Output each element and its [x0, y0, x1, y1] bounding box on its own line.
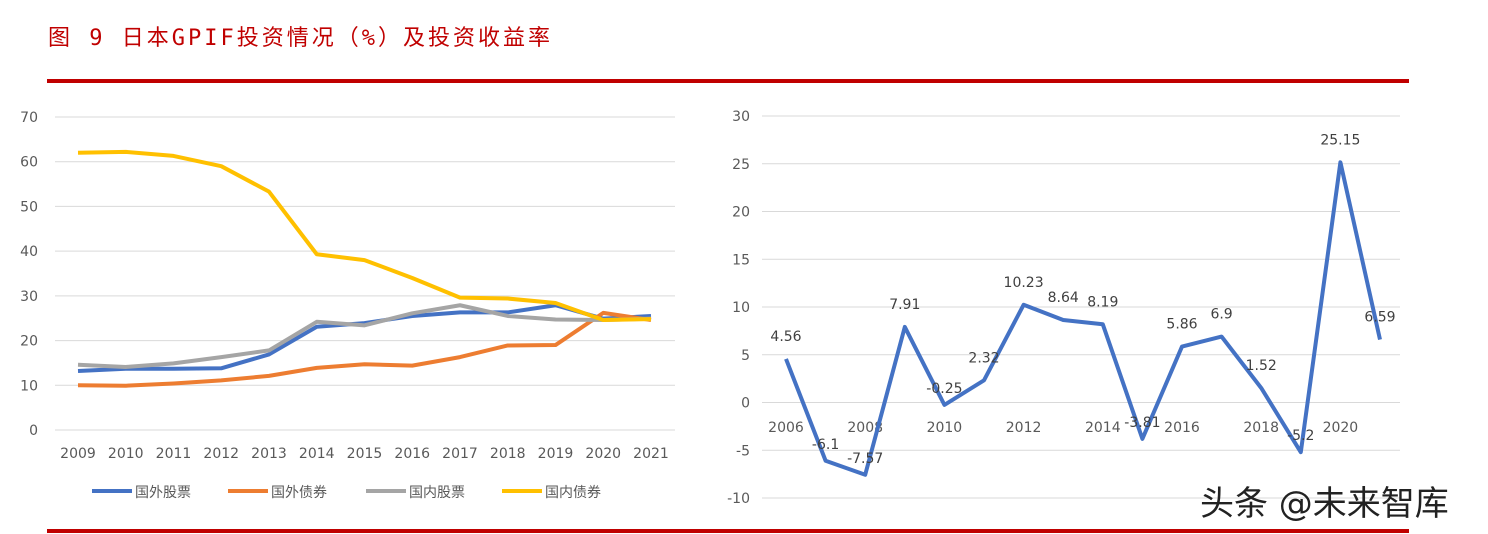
- data-label: 5.86: [1166, 317, 1197, 333]
- x-tick-label: 2021: [633, 446, 669, 462]
- legend-label: 国外债券: [271, 485, 327, 501]
- x-tick-label: 2013: [251, 446, 287, 462]
- x-tick-label: 2020: [585, 446, 621, 462]
- x-tick-label: 2016: [1164, 420, 1200, 436]
- y-tick-label: -10: [727, 491, 750, 507]
- data-label: -0.25: [926, 381, 962, 397]
- x-tick-label: 2020: [1323, 420, 1359, 436]
- series-line-国内债券: [77, 149, 652, 323]
- x-tick-label: 2009: [60, 446, 96, 462]
- data-label: 8.64: [1048, 290, 1079, 306]
- y-tick-label: 10: [20, 378, 38, 394]
- data-label: -7.57: [847, 451, 883, 467]
- top-divider: [47, 79, 1409, 83]
- series-line-国外股票: [77, 303, 652, 373]
- data-label: 6.9: [1210, 307, 1232, 323]
- data-label: 2.32: [968, 350, 999, 366]
- x-tick-label: 2008: [847, 420, 883, 436]
- data-label: 6.59: [1364, 310, 1395, 326]
- x-tick-label: 2006: [768, 420, 804, 436]
- y-tick-label: 15: [732, 252, 750, 268]
- legend-label: 国外股票: [135, 485, 191, 501]
- x-tick-label: 2012: [203, 446, 239, 462]
- data-label: 25.15: [1320, 132, 1360, 148]
- x-tick-label: 2014: [299, 446, 335, 462]
- x-tick-label: 2010: [108, 446, 144, 462]
- y-tick-label: 5: [741, 348, 750, 364]
- return-line: [784, 160, 1382, 477]
- series-line-国外债券: [77, 310, 652, 388]
- x-tick-label: 2015: [347, 446, 383, 462]
- x-tick-label: 2012: [1006, 420, 1042, 436]
- x-tick-label: 2010: [927, 420, 963, 436]
- y-tick-label: 25: [732, 157, 750, 173]
- y-tick-label: -5: [736, 443, 750, 459]
- data-label: -5.2: [1287, 428, 1314, 444]
- data-label: -3.81: [1124, 415, 1160, 431]
- watermark: 头条 @未来智库: [1200, 484, 1449, 524]
- x-tick-label: 2016: [394, 446, 430, 462]
- y-tick-label: 60: [20, 155, 38, 171]
- series-line-国内股票: [77, 303, 652, 369]
- data-label: 1.52: [1246, 358, 1277, 374]
- y-tick-label: 70: [20, 110, 38, 126]
- x-tick-label: 2011: [156, 446, 192, 462]
- bottom-divider: [47, 529, 1409, 533]
- x-tick-label: 2014: [1085, 420, 1121, 436]
- figure-title: 图 9 日本GPIF投资情况（%）及投资收益率: [48, 26, 553, 51]
- data-label: 7.91: [889, 297, 920, 313]
- data-label: 10.23: [1004, 275, 1044, 291]
- data-label: 8.19: [1087, 294, 1118, 310]
- y-tick-label: 30: [20, 289, 38, 305]
- y-tick-label: 0: [29, 423, 38, 439]
- y-tick-label: 40: [20, 244, 38, 260]
- legend-label: 国内债券: [545, 485, 601, 501]
- y-tick-label: 50: [20, 199, 38, 215]
- x-tick-label: 2017: [442, 446, 478, 462]
- x-tick-label: 2018: [1243, 420, 1279, 436]
- y-tick-label: 20: [20, 334, 38, 350]
- y-tick-label: 10: [732, 300, 750, 316]
- x-tick-label: 2019: [538, 446, 574, 462]
- y-tick-label: 0: [741, 396, 750, 412]
- data-label: 4.56: [770, 329, 801, 345]
- legend-label: 国内股票: [409, 485, 465, 501]
- x-tick-label: 2018: [490, 446, 526, 462]
- y-tick-label: 20: [732, 205, 750, 221]
- y-tick-label: 30: [732, 109, 750, 125]
- data-label: -6.1: [812, 437, 839, 453]
